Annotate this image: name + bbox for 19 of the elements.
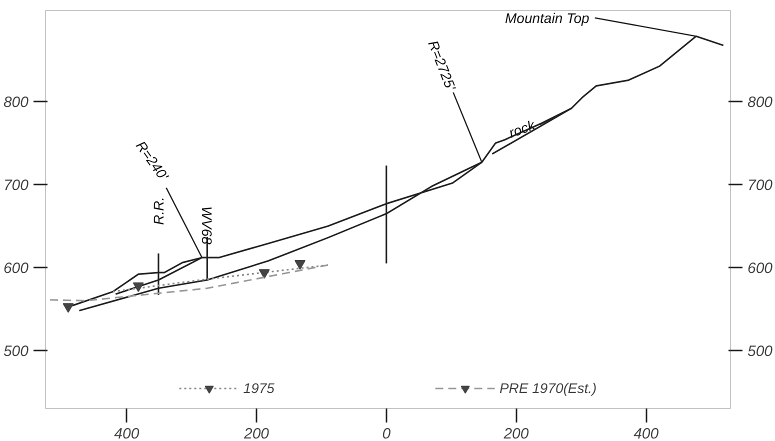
y2-tick-label: 800	[748, 94, 774, 112]
x-tick-label: 200	[502, 426, 530, 441]
x-tick-label: 400	[634, 426, 660, 441]
x-tick-label: 200	[243, 426, 270, 441]
annotation: Mountain Top	[505, 10, 590, 26]
legend-label: 1975	[243, 380, 274, 396]
legend-label: PRE 1970(Est.)	[499, 380, 597, 396]
x-tick-label: 400	[114, 426, 140, 441]
y-tick-label: 700	[3, 177, 30, 194]
y-tick-label: 600	[3, 260, 30, 278]
annotation: rock	[506, 116, 538, 141]
y2-tick-label: 700	[748, 177, 774, 194]
x-tick-label: 0	[382, 426, 392, 441]
annotation: WV68	[199, 206, 216, 245]
y-tick-label: 800	[3, 94, 30, 112]
y-tick-label: 500	[3, 342, 30, 360]
y2-tick-label: 600	[748, 260, 774, 278]
y2-tick-label: 500	[748, 342, 774, 360]
annotation: R.R.	[150, 196, 166, 225]
